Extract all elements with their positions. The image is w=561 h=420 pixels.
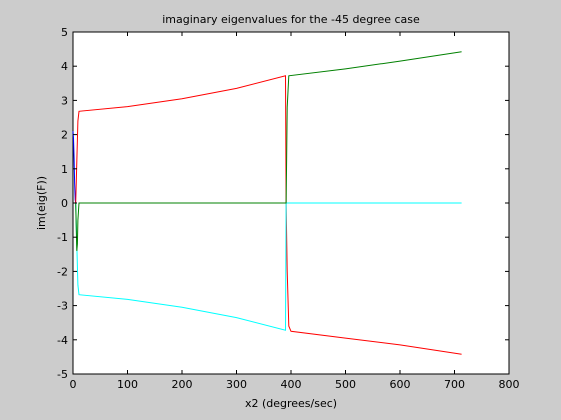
y-tick-label-3: -2 [57, 265, 68, 278]
x-tick-label-5: 500 [335, 378, 356, 391]
y-tick-label-6: 1 [61, 163, 68, 176]
x-axis-label: x2 (degrees/sec) [245, 397, 337, 410]
series-line-3 [75, 202, 462, 331]
x-tick-label-7: 700 [444, 378, 465, 391]
series-line-2 [75, 75, 462, 355]
y-tick-label-0: -5 [57, 368, 68, 381]
x-tick-label-4: 400 [281, 378, 302, 391]
x-tick-label-2: 200 [172, 378, 193, 391]
x-ticks: 0 100 200 300 400 500 600 700 800 [70, 32, 520, 391]
x-tick-label-1: 100 [117, 378, 138, 391]
x-tick-label-6: 600 [390, 378, 411, 391]
y-tick-label-5: 0 [61, 197, 68, 210]
series-layer [72, 51, 462, 355]
y-axis-label: im(eig(F)) [35, 176, 48, 230]
series-line-4 [75, 51, 462, 251]
x-tick-label-3: 300 [226, 378, 247, 391]
y-tick-label-7: 2 [61, 129, 68, 142]
y-tick-label-4: -1 [57, 231, 68, 244]
y-ticks: -5 -4 -3 -2 -1 0 1 2 3 4 5 [57, 26, 509, 381]
y-tick-label-8: 3 [61, 94, 68, 107]
y-tick-label-9: 4 [61, 60, 68, 73]
y-tick-label-2: -3 [57, 300, 68, 313]
x-tick-label-0: 0 [70, 378, 77, 391]
y-tick-label-1: -4 [57, 334, 68, 347]
y-tick-label-10: 5 [61, 26, 68, 39]
chart-title: imaginary eigenvalues for the -45 degree… [162, 13, 420, 26]
x-tick-label-8: 800 [499, 378, 520, 391]
